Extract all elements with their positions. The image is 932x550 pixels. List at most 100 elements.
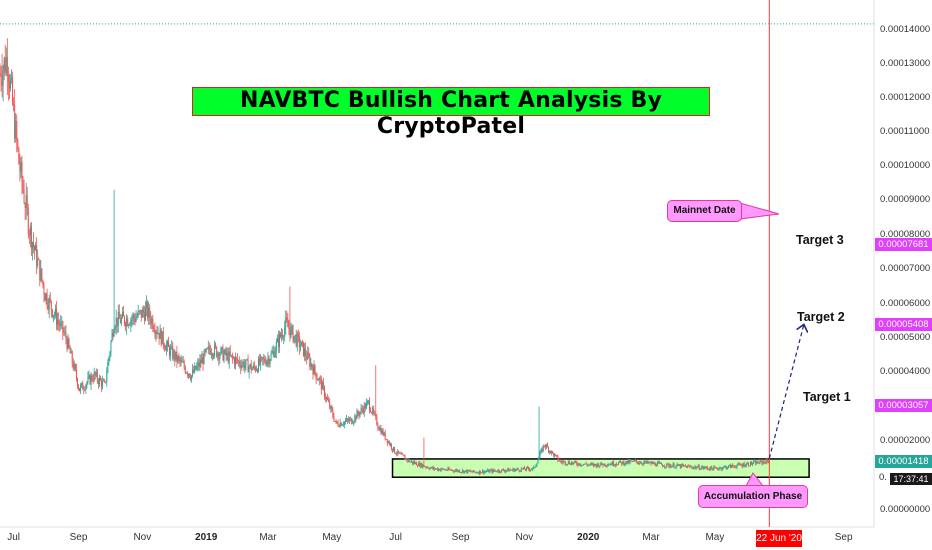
candle-body	[140, 310, 142, 318]
candle-body	[296, 333, 298, 347]
candle-body	[94, 371, 96, 376]
candle-body	[338, 425, 340, 427]
candle-body	[241, 364, 243, 369]
candle-body	[438, 469, 440, 471]
candle-body	[388, 441, 390, 445]
candle-body	[676, 464, 678, 466]
candle-body	[763, 461, 765, 463]
candle-body	[333, 416, 335, 422]
accumulation-phase-callout: Accumulation Phase	[698, 485, 808, 508]
candle-body	[722, 466, 724, 469]
price-tick-label: 0.00006000	[880, 298, 931, 309]
candle-body	[408, 459, 410, 462]
candle-body	[423, 465, 425, 467]
candle-body	[259, 358, 261, 365]
candle-body	[543, 445, 545, 447]
candle-body	[480, 472, 482, 474]
candle-body	[546, 444, 548, 448]
target-3-price-tag: 0.00007681	[875, 238, 932, 251]
candle-body	[355, 415, 357, 420]
candle-body	[521, 468, 523, 470]
candle-body	[15, 120, 17, 139]
candle-body	[679, 464, 681, 468]
mainnet-date-callout: Mainnet Date	[667, 200, 742, 222]
candle-body	[579, 463, 581, 466]
candle-body	[595, 463, 597, 465]
candle-body	[359, 411, 361, 416]
candle-body	[61, 321, 63, 323]
candle-body	[3, 58, 5, 71]
candle-body	[258, 358, 260, 372]
candle-body	[90, 375, 92, 385]
time-tick-label: Sep	[834, 532, 853, 543]
candle-body	[200, 360, 202, 364]
candle-body	[465, 470, 467, 472]
candle-body	[136, 316, 138, 318]
candle-body	[421, 463, 423, 468]
candle-body	[166, 341, 168, 346]
candle-body	[191, 375, 193, 380]
candle-body	[689, 465, 691, 467]
candle-body	[538, 456, 540, 460]
candle-body	[643, 462, 645, 465]
candle-body	[268, 357, 270, 364]
candle-body	[733, 466, 735, 467]
candle-body	[405, 458, 407, 460]
candle-body	[204, 350, 206, 352]
candle-body	[444, 469, 446, 471]
candle-body	[131, 318, 133, 320]
candle-body	[580, 465, 582, 467]
candle-body	[254, 367, 256, 371]
candle-body	[430, 467, 432, 468]
candle-body	[162, 331, 164, 345]
candle-body	[283, 336, 285, 338]
candle-body	[693, 467, 695, 469]
candle-body	[85, 385, 87, 390]
candle-body	[626, 461, 628, 464]
candle-body	[663, 466, 665, 468]
bar-countdown-timer: 17:37:41	[890, 473, 932, 485]
candle-body	[361, 408, 363, 410]
candle-body	[527, 467, 529, 469]
candle-body	[637, 462, 639, 464]
candle-body	[272, 350, 274, 354]
candle-body	[402, 453, 404, 456]
candle-body	[612, 461, 614, 466]
candle-body	[519, 470, 521, 472]
candle-body	[315, 372, 317, 380]
time-tick-label: Nov	[515, 532, 534, 543]
price-tick-label: 0.00007000	[880, 263, 931, 274]
candle-body	[221, 347, 223, 349]
candle-body	[407, 459, 409, 461]
candle-body	[754, 461, 756, 462]
candle-body	[276, 337, 278, 343]
candle-body	[133, 314, 135, 319]
candle-body	[446, 470, 448, 471]
candle-body	[245, 359, 247, 366]
candle-body	[752, 463, 754, 465]
candle-body	[536, 463, 538, 466]
candle-body	[23, 189, 25, 203]
candle-body	[89, 375, 91, 385]
candle-body	[435, 468, 437, 470]
candle-body	[308, 352, 310, 357]
candle-body	[695, 466, 697, 469]
candle-body	[729, 464, 731, 466]
candle-body	[467, 469, 469, 473]
candle-body	[628, 460, 630, 463]
candle-body	[139, 310, 141, 312]
candle-body	[277, 337, 279, 347]
candle-body	[656, 462, 658, 467]
candle-body	[587, 464, 589, 466]
candle-body	[404, 456, 406, 460]
candle-body	[226, 352, 228, 356]
candle-body	[264, 358, 266, 363]
candle-body	[352, 422, 354, 424]
candle-body	[709, 468, 711, 470]
candle-body	[498, 470, 500, 472]
candle-body	[13, 103, 15, 106]
target-2-label: Target 2	[797, 310, 845, 324]
price-tick-label: 0.00002000	[880, 435, 931, 446]
candle-body	[520, 468, 522, 472]
